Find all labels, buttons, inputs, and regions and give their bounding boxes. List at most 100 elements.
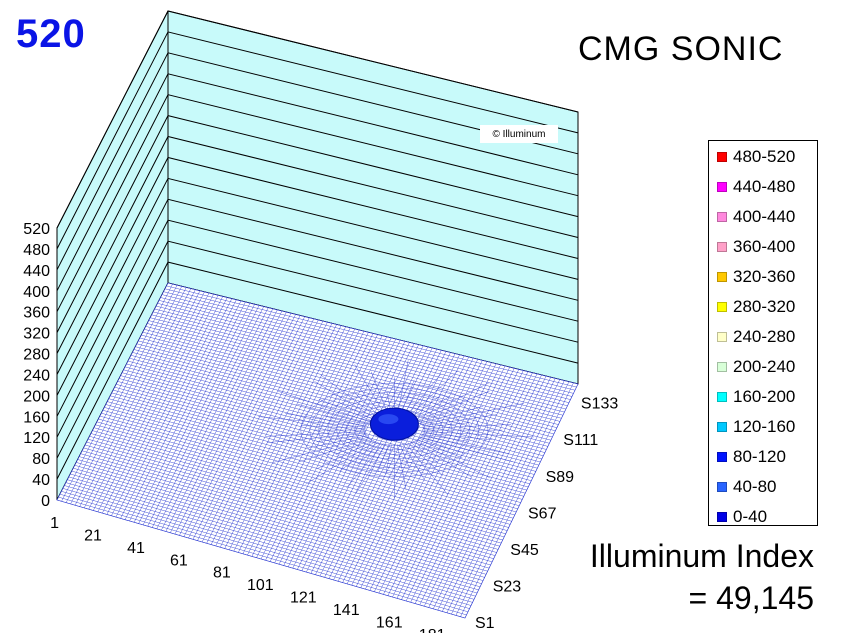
z-tick-label: 480 bbox=[23, 242, 50, 259]
peak-ring bbox=[318, 392, 471, 469]
legend-item: 0-40 bbox=[717, 507, 767, 527]
y-tick-label: S133 bbox=[581, 396, 618, 413]
legend-swatch bbox=[717, 152, 727, 162]
legend-label: 240-280 bbox=[733, 327, 796, 346]
peak-ring bbox=[336, 401, 453, 460]
legend-label: 360-400 bbox=[733, 237, 796, 256]
peak-ring bbox=[327, 396, 462, 464]
legend-item: 200-240 bbox=[717, 357, 795, 377]
x-tick-label: 1 bbox=[50, 515, 59, 532]
z-tick-label: 240 bbox=[23, 368, 50, 385]
x-tick-label: 101 bbox=[247, 577, 274, 594]
z-gridline bbox=[56, 219, 579, 438]
legend-swatch bbox=[717, 422, 727, 432]
z-tick-label: 200 bbox=[23, 388, 50, 405]
x-axis-ticks: 121416181101121141161181 bbox=[50, 515, 446, 638]
legend-swatch bbox=[717, 392, 727, 402]
legend-label: 320-360 bbox=[733, 267, 796, 286]
max-value-label: 520 bbox=[16, 12, 86, 56]
legend-label: 80-120 bbox=[733, 447, 786, 466]
legend-item: 40-80 bbox=[717, 477, 776, 497]
legend-item: 80-120 bbox=[717, 447, 786, 467]
x-tick-label: 121 bbox=[290, 590, 317, 607]
z-gridline bbox=[56, 261, 579, 480]
peak-blob bbox=[369, 407, 419, 441]
index-label: Illuminum Index bbox=[589, 538, 814, 574]
y-tick-label: S1 bbox=[475, 615, 495, 632]
z-tick-label: 280 bbox=[23, 347, 50, 364]
legend-label: 200-240 bbox=[733, 357, 796, 376]
peak-highlight bbox=[378, 414, 399, 425]
legend-swatch bbox=[717, 182, 727, 192]
legend-item: 360-400 bbox=[717, 237, 795, 257]
chart-title: CMG SONIC bbox=[578, 30, 784, 68]
floor-mesh-lines-y bbox=[56, 282, 579, 619]
z-gridline bbox=[56, 198, 579, 417]
z-tick-label: 40 bbox=[32, 472, 50, 489]
z-tick-label: 0 bbox=[41, 493, 50, 510]
legend-swatch bbox=[717, 512, 727, 522]
z-tick-label: 320 bbox=[23, 326, 50, 343]
z-gridline bbox=[56, 10, 579, 229]
z-gridline bbox=[56, 156, 579, 375]
peak-ring bbox=[309, 387, 480, 473]
z-gridline bbox=[56, 240, 579, 459]
z-tick-label: 520 bbox=[23, 221, 50, 238]
z-gridline bbox=[56, 94, 579, 312]
legend-swatch bbox=[717, 242, 727, 252]
legend-label: 480-520 bbox=[733, 147, 796, 166]
z-tick-label: 80 bbox=[32, 451, 50, 468]
y-tick-label: S89 bbox=[546, 469, 575, 486]
index-value: = 49,145 bbox=[688, 580, 814, 616]
peak-ring bbox=[300, 383, 489, 478]
legend-item: 480-520 bbox=[717, 147, 795, 167]
z-tick-label: 440 bbox=[23, 263, 50, 280]
legend: 480-520 440-480 400-440 360-400 320-360 280-3… bbox=[708, 140, 818, 526]
y-tick-label: S67 bbox=[528, 505, 557, 522]
z-gridline bbox=[56, 31, 579, 250]
y-tick-label: S45 bbox=[510, 542, 539, 559]
legend-item: 440-480 bbox=[717, 177, 795, 197]
z-gridline bbox=[56, 177, 579, 396]
z-tick-label: 360 bbox=[23, 305, 50, 322]
legend-swatch bbox=[717, 362, 727, 372]
x-tick-label: 161 bbox=[376, 614, 403, 631]
copyright-watermark: © Illuminum bbox=[480, 125, 558, 143]
legend-item: 400-440 bbox=[717, 207, 795, 227]
legend-item: 160-200 bbox=[717, 387, 795, 407]
legend-swatch bbox=[717, 302, 727, 312]
legend-label: 400-440 bbox=[733, 207, 796, 226]
x-tick-label: 61 bbox=[170, 552, 188, 569]
x-tick-label: 141 bbox=[333, 602, 360, 619]
legend-label: 0-40 bbox=[733, 507, 768, 526]
legend-swatch bbox=[717, 212, 727, 222]
legend-item: 320-360 bbox=[717, 267, 795, 287]
legend-label: 160-200 bbox=[733, 387, 796, 406]
legend-label: 440-480 bbox=[733, 177, 796, 196]
legend-label: 40-80 bbox=[733, 477, 777, 496]
y-axis-ticks: S1 S23 S45 S67 S89 S111 S133 bbox=[475, 396, 618, 632]
x-tick-label: 21 bbox=[84, 527, 102, 544]
z-tick-label: 400 bbox=[23, 284, 50, 301]
peak-ring bbox=[345, 405, 444, 455]
x-tick-label: 181 bbox=[419, 627, 446, 633]
z-gridline bbox=[56, 52, 579, 271]
legend-item: 120-160 bbox=[717, 417, 795, 437]
z-tick-label: 160 bbox=[23, 409, 50, 426]
legend-item: 280-320 bbox=[717, 297, 795, 317]
legend-label: 120-160 bbox=[733, 417, 796, 436]
z-axis-ticks: 0 40 80 120 160 200 240 280 320 360 400 440 480 520 bbox=[23, 221, 50, 510]
legend-label: 280-320 bbox=[733, 297, 796, 316]
legend-swatch bbox=[717, 332, 727, 342]
z-tick-label: 120 bbox=[23, 430, 50, 447]
x-tick-label: 81 bbox=[213, 565, 231, 582]
legend-item: 240-280 bbox=[717, 327, 795, 347]
legend-swatch bbox=[717, 452, 727, 462]
z-gridline bbox=[56, 115, 579, 333]
z-gridline bbox=[56, 73, 579, 292]
x-tick-label: 41 bbox=[127, 540, 145, 557]
y-tick-label: S111 bbox=[563, 432, 598, 449]
z-gridline bbox=[56, 135, 579, 354]
